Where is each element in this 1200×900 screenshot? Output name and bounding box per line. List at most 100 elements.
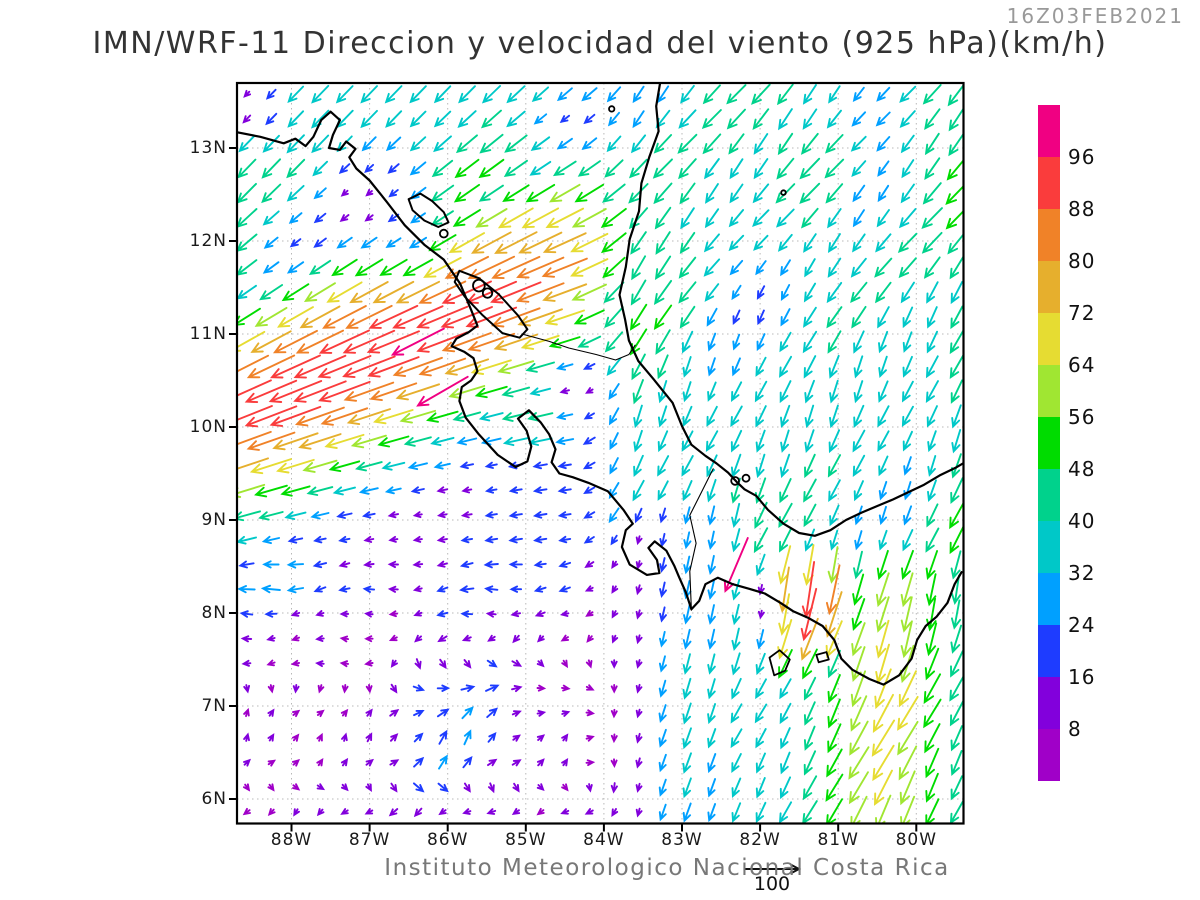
wind-arrow: [512, 782, 520, 793]
wind-arrow: [290, 634, 300, 642]
wind-arrow: [345, 304, 393, 329]
wind-arrow: [486, 707, 499, 719]
wind-arrow: [949, 501, 964, 530]
wind-arrow: [484, 585, 499, 594]
wind-arrow: [533, 535, 548, 544]
wind-arrow: [852, 233, 866, 253]
wind-arrow: [730, 405, 743, 428]
wind-arrow: [493, 333, 538, 351]
wind-arrow: [678, 109, 697, 129]
wind-arrow: [365, 188, 374, 197]
wind-arrow: [460, 511, 473, 519]
wind-arrow: [780, 404, 791, 429]
wind-arrow: [343, 381, 395, 402]
wind-arrow: [657, 354, 669, 380]
wind-arrow: [237, 182, 257, 204]
wind-arrow: [511, 807, 521, 815]
wind-arrow: [467, 332, 516, 352]
wind-arrow: [680, 84, 695, 104]
wind-arrow: [438, 729, 448, 745]
wind-arrow: [574, 183, 605, 203]
wind-arrow: [412, 782, 425, 793]
wind-arrow: [755, 752, 766, 774]
wind-arrow: [827, 649, 841, 679]
wind-arrow: [487, 782, 495, 794]
wind-arrow: [752, 108, 770, 131]
wind-arrow: [777, 233, 793, 252]
wind-arrow: [898, 208, 917, 229]
wind-arrow: [266, 634, 276, 642]
wind-arrow: [755, 678, 767, 700]
wind-arrow: [414, 658, 422, 670]
wind-arrow: [584, 560, 595, 568]
wind-arrow: [545, 207, 585, 228]
wind-arrow: [409, 161, 427, 176]
wind-arrow: [828, 429, 841, 454]
wind-arrow: [897, 695, 919, 731]
wind-arrow: [459, 560, 474, 569]
wind-arrow: [534, 610, 546, 617]
wind-arrow: [901, 405, 914, 427]
wind-arrow: [756, 285, 766, 300]
run-datetime: 16Z03FEB2021: [1006, 4, 1184, 28]
wind-arrow: [291, 758, 301, 767]
wind-arrow: [898, 257, 917, 279]
wind-arrow: [436, 708, 450, 718]
wind-arrow: [557, 511, 572, 519]
wind-arrow: [780, 284, 791, 302]
wind-arrow: [312, 160, 329, 177]
wind-arrow: [683, 604, 692, 625]
wind-arrow: [412, 560, 424, 568]
wind-arrow: [506, 110, 526, 128]
wind-arrow: [346, 408, 391, 426]
wind-arrow: [510, 610, 522, 618]
wind-arrow: [853, 355, 864, 379]
wind-arrow: [677, 133, 698, 154]
wind-arrow: [318, 380, 371, 403]
wind-arrow: [802, 84, 817, 105]
wind-arrow: [561, 684, 571, 692]
wind-arrow: [298, 433, 342, 450]
wind-arrow: [703, 233, 720, 253]
wind-arrow: [757, 309, 765, 326]
wind-arrow: [852, 86, 865, 102]
wind-arrow: [392, 356, 443, 377]
wind-arrow: [367, 356, 420, 378]
wind-arrow: [852, 209, 865, 228]
wind-arrow: [875, 619, 890, 659]
wind-arrow: [731, 652, 741, 676]
wind-arrow: [289, 238, 302, 248]
wind-arrow: [536, 659, 545, 668]
wind-arrow: [364, 659, 374, 667]
wind-arrow: [395, 280, 441, 304]
colorbar-label: 32: [1068, 561, 1096, 585]
wind-arrow: [756, 629, 765, 650]
wind-arrow: [757, 609, 765, 620]
wind-arrow: [850, 281, 868, 303]
wind-arrow: [653, 304, 673, 330]
wind-arrow: [387, 585, 399, 593]
wind-arrow: [635, 634, 643, 645]
wind-arrow: [610, 733, 618, 744]
wind-arrow: [516, 256, 565, 279]
wind-arrow: [331, 258, 358, 277]
wind-arrow: [313, 187, 327, 200]
wind-arrow: [728, 133, 745, 155]
wind-arrow: [707, 554, 716, 576]
wind-arrow: [900, 134, 915, 154]
wind-arrow: [392, 305, 444, 329]
wind-arrow: [388, 189, 399, 198]
wind-arrow: [707, 381, 717, 402]
wind-arrow: [508, 511, 523, 519]
wind-arrow: [755, 777, 766, 799]
wind-arrow: [430, 210, 454, 226]
wind-arrow: [659, 581, 667, 599]
wind-arrow: [402, 258, 434, 277]
wind-arrow: [360, 236, 378, 249]
colorbar-segment: [1038, 261, 1060, 313]
wind-arrow: [902, 331, 913, 353]
x-axis-label: 82W: [739, 830, 781, 850]
wind-arrow: [707, 778, 717, 798]
wind-arrow: [752, 183, 770, 204]
wind-arrow: [755, 652, 766, 676]
